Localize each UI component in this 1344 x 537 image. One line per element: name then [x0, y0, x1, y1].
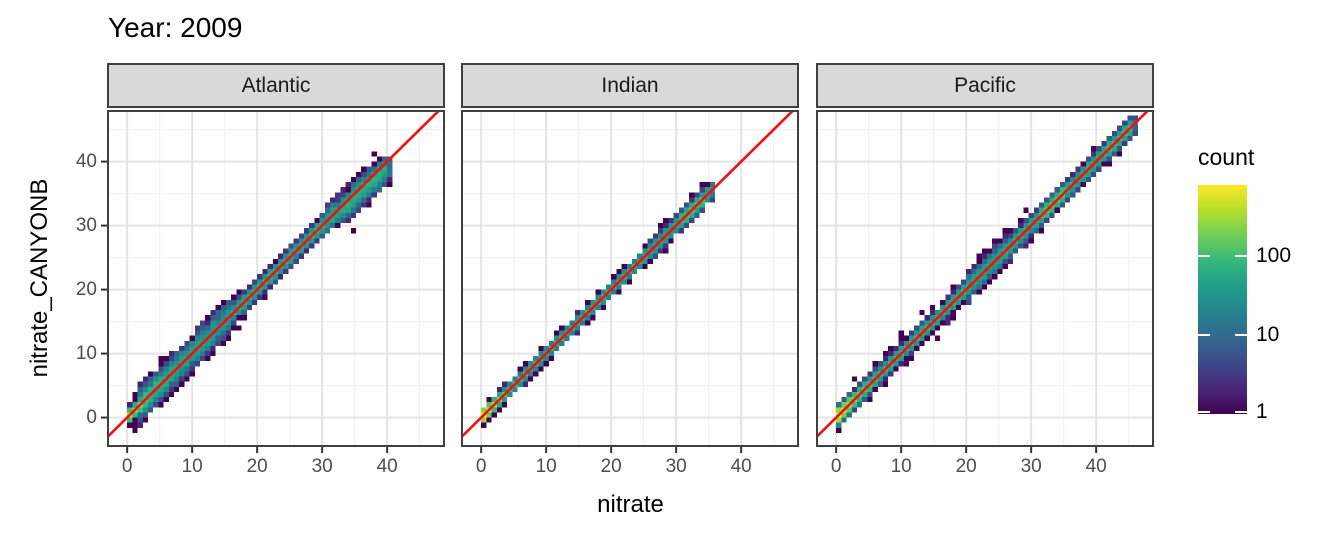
legend-tick-label: 1 [1256, 400, 1268, 423]
x-tick-label: 0 [830, 456, 842, 477]
grid-major [461, 110, 799, 447]
identity-line [461, 110, 796, 439]
grid-minor [461, 110, 799, 447]
axis-ticks [480, 447, 743, 453]
panel-border [461, 110, 799, 447]
x-tick-label: 10 [890, 456, 912, 477]
x-tick-label: 20 [600, 456, 622, 477]
y-tick-label: 0 [86, 406, 97, 428]
facet-strip-atlantic: Atlantic [107, 63, 445, 108]
x-tick-label: 0 [475, 456, 487, 477]
y-tick-label: 40 [75, 150, 97, 172]
y-tick-label: 30 [75, 214, 97, 236]
axis-ticks [101, 160, 389, 453]
x-tick-label: 30 [1020, 456, 1042, 477]
legend-tick-label: 10 [1256, 323, 1280, 347]
facet-strip-label: Atlantic [241, 73, 311, 97]
x-tick-label: 10 [535, 456, 557, 477]
legend-tick-label: 100 [1256, 244, 1292, 268]
legend-tick-mark [1235, 334, 1247, 337]
panel-border [816, 110, 1154, 447]
facet-strip-pacific: Pacific [816, 63, 1154, 108]
panel-indian [461, 110, 799, 453]
x-axis-title: nitrate [597, 491, 664, 518]
x-tick-label: 30 [665, 456, 687, 477]
identity-line [816, 110, 1151, 439]
x-tick-label: 0 [121, 456, 133, 477]
x-tick-label: 20 [955, 456, 977, 477]
legend-colorbar [1198, 185, 1247, 414]
y-tick-label: 10 [75, 342, 97, 364]
panel-pacific [816, 110, 1154, 453]
legend-tick-mark [1235, 255, 1247, 258]
x-tick-label: 40 [730, 456, 752, 477]
y-tick-label: 20 [75, 278, 97, 300]
facet-strip-label: Pacific [954, 73, 1016, 97]
x-tick-label: 10 [181, 456, 203, 477]
axis-ticks [835, 447, 1098, 453]
x-tick-label: 40 [1085, 456, 1107, 477]
identity-line [107, 110, 442, 439]
legend-tick-mark [1198, 334, 1210, 337]
panel-border [107, 110, 445, 447]
panel-atlantic [101, 110, 445, 453]
x-tick-label: 40 [376, 456, 398, 477]
legend-tick-mark [1198, 411, 1210, 413]
x-tick-label: 20 [246, 456, 268, 477]
x-tick-label: 30 [311, 456, 333, 477]
plot-title: Year: 2009 [108, 12, 243, 43]
facet-strip-label: Indian [601, 73, 659, 97]
facet-strip-indian: Indian [461, 63, 799, 108]
legend-title: count [1198, 144, 1255, 170]
legend-tick-mark [1235, 411, 1247, 413]
legend-tick-mark [1198, 255, 1210, 258]
